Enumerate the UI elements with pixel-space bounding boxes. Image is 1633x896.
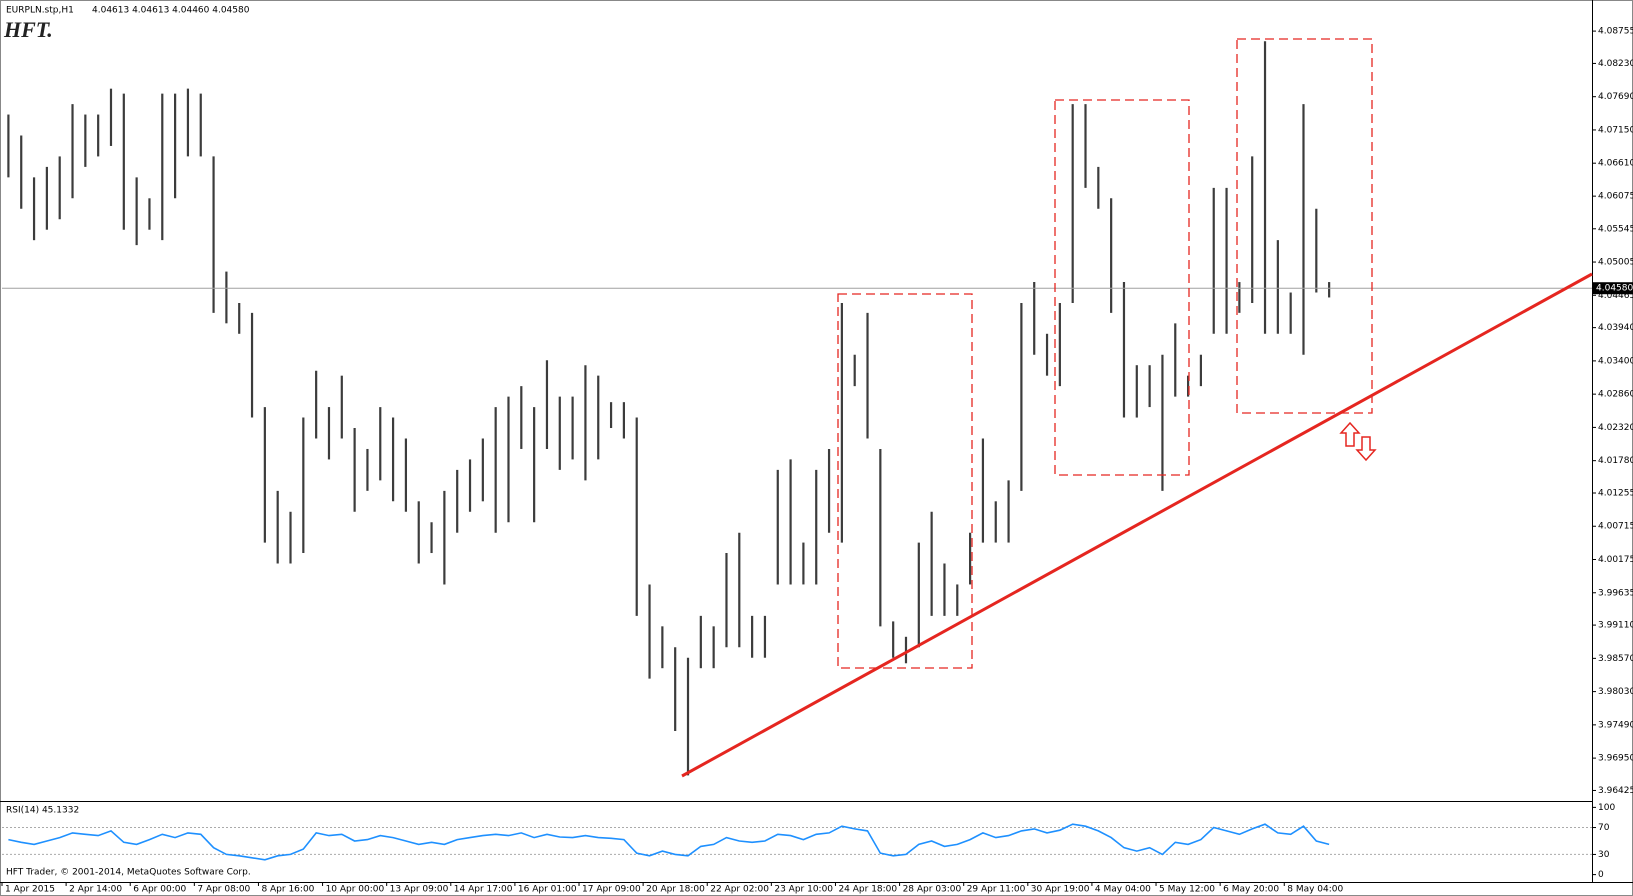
x-tick-label: 10 Apr 00:00 [326, 885, 385, 895]
y-tick-label: 4.05545 [1598, 224, 1633, 234]
y-tick-label: 4.08755 [1598, 27, 1633, 37]
y-tick-label: 4.01255 [1598, 488, 1633, 498]
y-tick-label: 4.07690 [1598, 92, 1633, 102]
x-tick-label: 13 Apr 09:00 [390, 885, 449, 895]
quote-line: 4.04613 4.04613 4.04460 4.04580 [92, 6, 250, 16]
y-tick-label: 3.98030 [1598, 687, 1633, 697]
copyright: HFT Trader, © 2001-2014, MetaQuotes Soft… [6, 868, 251, 878]
y-tick-label: 4.02860 [1598, 390, 1633, 400]
logo: HFT. [3, 17, 53, 42]
x-tick-label: 8 May 04:00 [1287, 885, 1343, 895]
x-tick-label: 24 Apr 18:00 [838, 885, 897, 895]
y-tick-label: 4.05005 [1598, 258, 1633, 268]
y-tick-label: 4.03400 [1598, 356, 1633, 366]
y-tick-label: 3.96950 [1598, 754, 1633, 764]
last-price-box [1593, 282, 1633, 295]
y-tick-label: 4.01780 [1598, 456, 1633, 466]
y-tick-label: 70 [1598, 823, 1610, 833]
y-tick-label: 0 [1598, 870, 1604, 880]
x-tick-label: 1 Apr 2015 [5, 885, 55, 895]
x-tick-label: 6 May 20:00 [1223, 885, 1279, 895]
x-tick-label: 6 Apr 00:00 [133, 885, 186, 895]
x-tick-label: 28 Apr 03:00 [903, 885, 962, 895]
y-tick-label: 4.04465 [1598, 291, 1633, 301]
annotations [681, 38, 1593, 778]
arrow-up [1339, 421, 1361, 447]
symbol-title: EURPLN.stp,H1 [6, 6, 74, 16]
x-tick-label: 20 Apr 18:00 [646, 885, 705, 895]
x-tick-label: 17 Apr 09:00 [582, 885, 641, 895]
x-tick-label: 30 Apr 19:00 [1031, 885, 1090, 895]
x-tick-label: 7 Apr 08:00 [197, 885, 250, 895]
x-tick-label: 23 Apr 10:00 [774, 885, 833, 895]
y-tick-label: 4.00715 [1598, 522, 1633, 532]
y-tick-label: 3.98570 [1598, 654, 1633, 664]
rsi-title: RSI(14) 45.1332 [6, 806, 79, 816]
rsi-line [8, 823, 1330, 861]
y-tick-label: 30 [1598, 850, 1610, 860]
x-tick-label: 14 Apr 17:00 [454, 885, 513, 895]
trend-line [681, 272, 1593, 778]
x-tick-label: 5 May 12:00 [1159, 885, 1215, 895]
x-tick-label: 29 Apr 11:00 [967, 885, 1026, 895]
arrow-down [1355, 436, 1377, 462]
x-tick-label: 2 Apr 14:00 [69, 885, 122, 895]
y-tick-label: 4.06075 [1598, 192, 1633, 202]
zone-box [1236, 38, 1373, 414]
x-tick-label: 8 Apr 16:00 [261, 885, 314, 895]
y-tick-label: 3.99635 [1598, 588, 1633, 598]
y-tick-label: 4.07150 [1598, 125, 1633, 135]
y-tick-label: 4.02320 [1598, 423, 1633, 433]
last-price-label: 4.04580 [1596, 284, 1633, 294]
y-tick-label: 4.06610 [1598, 159, 1633, 169]
x-tick-label: 4 May 04:00 [1095, 885, 1151, 895]
zone-box [837, 293, 973, 669]
y-tick-label: 3.96425 [1598, 786, 1633, 796]
y-tick-label: 3.99110 [1598, 621, 1633, 631]
x-tick-label: 22 Apr 02:00 [710, 885, 769, 895]
x-tick-label: 16 Apr 01:00 [518, 885, 577, 895]
y-tick-label: 4.03940 [1598, 323, 1633, 333]
y-tick-label: 100 [1598, 803, 1615, 813]
y-tick-label: 4.08230 [1598, 59, 1633, 69]
y-tick-label: 4.00175 [1598, 555, 1633, 565]
y-tick-label: 3.97490 [1598, 720, 1633, 730]
zone-box [1054, 99, 1190, 476]
